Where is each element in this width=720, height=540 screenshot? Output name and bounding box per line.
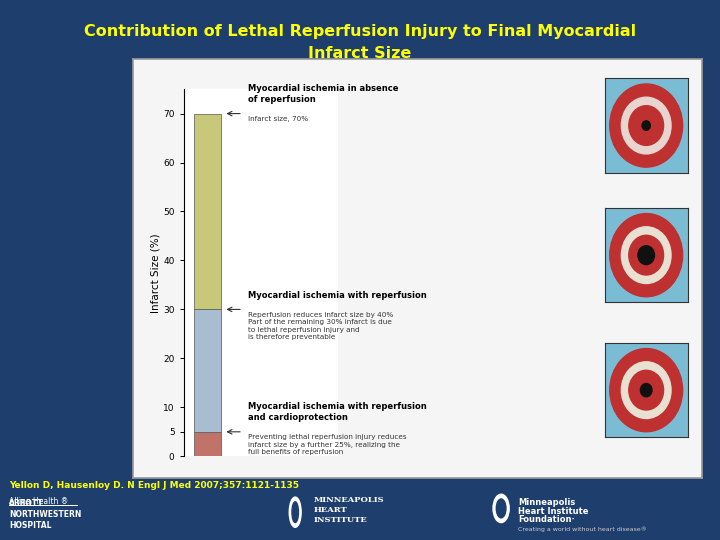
Text: ABBOTT
NORTHWESTERN
HOSPITAL: ABBOTT NORTHWESTERN HOSPITAL [9, 499, 82, 530]
Ellipse shape [289, 497, 301, 527]
Text: Allina Health ®: Allina Health ® [9, 497, 68, 505]
Ellipse shape [640, 383, 652, 397]
Ellipse shape [621, 227, 671, 284]
Ellipse shape [629, 106, 664, 145]
Text: Myocardial ischemia with reperfusion
and cardioprotection: Myocardial ischemia with reperfusion and… [248, 402, 426, 422]
Ellipse shape [629, 370, 664, 410]
Ellipse shape [610, 84, 683, 167]
Text: Reperfusion reduces infarct size by 40%
Part of the remaining 30% infarct is due: Reperfusion reduces infarct size by 40% … [248, 312, 393, 340]
Text: Infarct size, 70%: Infarct size, 70% [248, 116, 308, 122]
Ellipse shape [610, 349, 683, 432]
Text: Heart Institute: Heart Institute [518, 507, 589, 516]
Text: Preventing lethal reperfusion injury reduces
infarct size by a further 25%, real: Preventing lethal reperfusion injury red… [248, 434, 406, 455]
Text: Myocardial ischemia with reperfusion: Myocardial ischemia with reperfusion [248, 291, 426, 300]
Ellipse shape [496, 499, 506, 518]
Text: Yellon D, Hausenloy D. N Engl J Med 2007;357:1121-1135: Yellon D, Hausenloy D. N Engl J Med 2007… [9, 482, 300, 490]
Text: Contribution of Lethal Reperfusion Injury to Final Myocardial: Contribution of Lethal Reperfusion Injur… [84, 24, 636, 39]
Ellipse shape [621, 97, 671, 154]
Bar [194, 309, 221, 432]
Ellipse shape [629, 235, 664, 275]
Y-axis label: Infarct Size (%): Infarct Size (%) [150, 233, 161, 313]
Ellipse shape [621, 362, 671, 418]
Bar [194, 432, 221, 456]
Text: Foundation·: Foundation· [518, 515, 575, 524]
Text: Infarct Size: Infarct Size [308, 46, 412, 61]
Bar [194, 113, 221, 309]
Text: Minneapolis: Minneapolis [518, 498, 576, 507]
Ellipse shape [638, 246, 654, 265]
Ellipse shape [493, 494, 509, 523]
Ellipse shape [642, 121, 650, 130]
Ellipse shape [610, 213, 683, 297]
Text: Myocardial ischemia in absence
of reperfusion: Myocardial ischemia in absence of reperf… [248, 84, 398, 104]
Text: MINNEAPOLIS
HEART
INSTITUTE: MINNEAPOLIS HEART INSTITUTE [313, 496, 384, 524]
Ellipse shape [292, 502, 299, 523]
Text: Creating a world without heart disease®: Creating a world without heart disease® [518, 526, 647, 532]
